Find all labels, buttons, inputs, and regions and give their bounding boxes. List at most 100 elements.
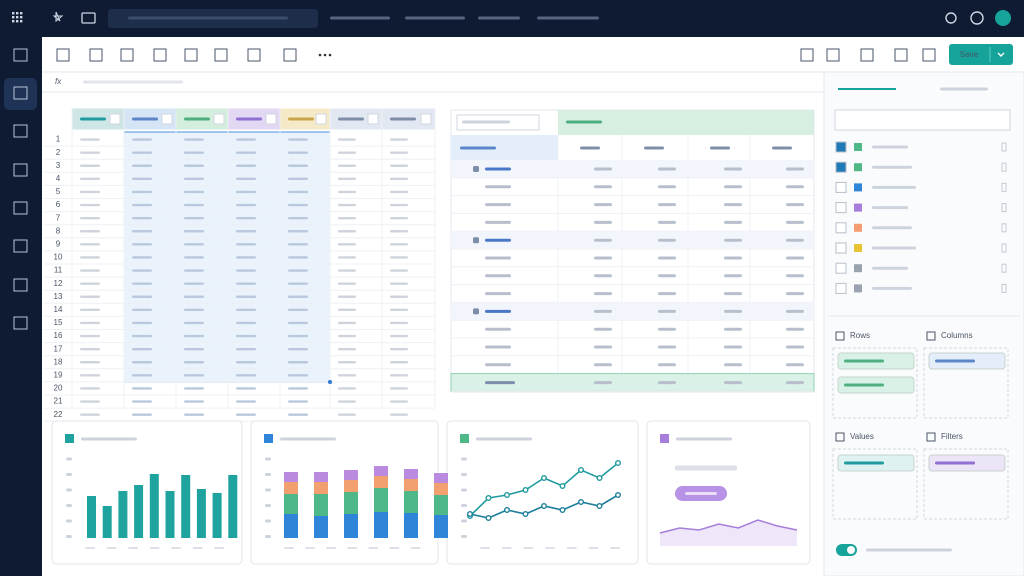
tool-icon[interactable] — [184, 48, 198, 62]
placeholder — [184, 308, 204, 312]
tool-icon[interactable] — [120, 48, 134, 62]
help-icon[interactable] — [970, 11, 984, 25]
tool-icon[interactable] — [153, 48, 167, 62]
placeholder — [184, 203, 204, 207]
fill-handle[interactable] — [328, 380, 332, 384]
sidebar-icon[interactable] — [13, 86, 28, 100]
field-color — [854, 244, 862, 252]
sidebar-icon[interactable] — [13, 316, 28, 330]
apps-dot[interactable] — [20, 12, 23, 15]
more-dot[interactable] — [318, 53, 322, 57]
header-dropdown[interactable] — [315, 113, 327, 125]
placeholder — [390, 151, 408, 154]
bar-segment — [434, 473, 448, 483]
sidebar-icon[interactable] — [13, 163, 28, 177]
field-checkbox[interactable] — [835, 242, 847, 254]
placeholder — [184, 269, 204, 272]
tool-icon[interactable] — [800, 48, 814, 62]
placeholder — [132, 374, 152, 377]
placeholder — [390, 269, 408, 272]
field-checkbox[interactable] — [835, 161, 847, 173]
placeholder — [644, 146, 664, 150]
widget-card[interactable] — [51, 420, 243, 565]
placeholder — [390, 361, 408, 364]
placeholder — [786, 203, 804, 207]
placeholder — [132, 295, 152, 298]
field-search[interactable] — [834, 109, 1011, 131]
placeholder — [368, 547, 379, 549]
placeholder — [390, 413, 408, 416]
sidebar-icon[interactable] — [13, 239, 28, 253]
tool-icon[interactable] — [826, 48, 840, 62]
sidebar-icon[interactable] — [13, 124, 28, 138]
apps-dot[interactable] — [16, 20, 19, 23]
more-dot[interactable] — [328, 53, 332, 57]
placeholder — [184, 190, 204, 194]
header-dropdown[interactable] — [265, 113, 277, 125]
point — [485, 515, 492, 522]
bell-icon[interactable] — [945, 12, 957, 24]
placeholder — [338, 321, 356, 325]
bar-segment — [344, 480, 358, 492]
apps-dot[interactable] — [12, 12, 15, 15]
placeholder — [786, 238, 804, 242]
tool-icon[interactable] — [894, 48, 908, 62]
star-icon[interactable] — [52, 11, 64, 23]
apps-dot[interactable] — [12, 20, 15, 23]
apps-dot[interactable] — [20, 20, 23, 23]
placeholder — [872, 226, 912, 230]
sidebar-icon[interactable] — [13, 48, 28, 62]
header-dropdown[interactable] — [109, 113, 121, 125]
tool-icon[interactable] — [922, 48, 936, 62]
apps-dot[interactable] — [16, 12, 19, 15]
placeholder — [236, 190, 256, 194]
placeholder — [288, 400, 308, 403]
apps-dot[interactable] — [16, 16, 19, 19]
tool-icon[interactable] — [89, 48, 103, 62]
tool-icon[interactable] — [56, 48, 70, 62]
placeholder — [80, 387, 100, 390]
widget-icon — [460, 434, 469, 443]
placeholder — [389, 547, 400, 549]
placeholder — [390, 321, 408, 325]
save-button[interactable] — [949, 44, 1013, 65]
sidebar-icon[interactable] — [13, 201, 28, 215]
save-caret[interactable] — [997, 52, 1005, 57]
header-dropdown[interactable] — [367, 113, 379, 125]
placeholder — [594, 274, 612, 278]
sidebar-icon[interactable] — [13, 278, 28, 292]
field-checkbox[interactable] — [835, 181, 847, 193]
field-checkbox[interactable] — [835, 141, 847, 153]
field-checkbox[interactable] — [835, 282, 847, 294]
header-dropdown[interactable] — [161, 113, 173, 125]
apps-dot[interactable] — [12, 16, 15, 19]
bar-segment — [344, 514, 358, 538]
placeholder — [460, 146, 496, 150]
field-checkbox[interactable] — [835, 222, 847, 234]
header-dropdown[interactable] — [420, 113, 432, 125]
avatar[interactable] — [995, 10, 1011, 26]
field-checkbox[interactable] — [835, 202, 847, 214]
tool-icon[interactable] — [247, 48, 261, 62]
zone-icon — [926, 432, 936, 442]
placeholder — [390, 295, 408, 298]
field-checkbox[interactable] — [835, 262, 847, 274]
point — [615, 460, 622, 467]
placeholder — [405, 16, 465, 20]
placeholder — [330, 16, 390, 20]
placeholder — [390, 308, 408, 312]
bar — [196, 489, 206, 538]
point — [504, 507, 511, 514]
placeholder — [473, 237, 479, 244]
tool-icon[interactable] — [214, 48, 228, 62]
folder-icon[interactable] — [81, 12, 96, 24]
widget-card[interactable] — [446, 420, 639, 565]
tool-icon[interactable] — [283, 48, 297, 62]
placeholder — [485, 238, 511, 242]
drag-handle — [1001, 142, 1007, 152]
apps-dot[interactable] — [20, 16, 23, 19]
header-dropdown[interactable] — [213, 113, 225, 125]
more-dot[interactable] — [323, 53, 327, 57]
tool-icon[interactable] — [860, 48, 874, 62]
